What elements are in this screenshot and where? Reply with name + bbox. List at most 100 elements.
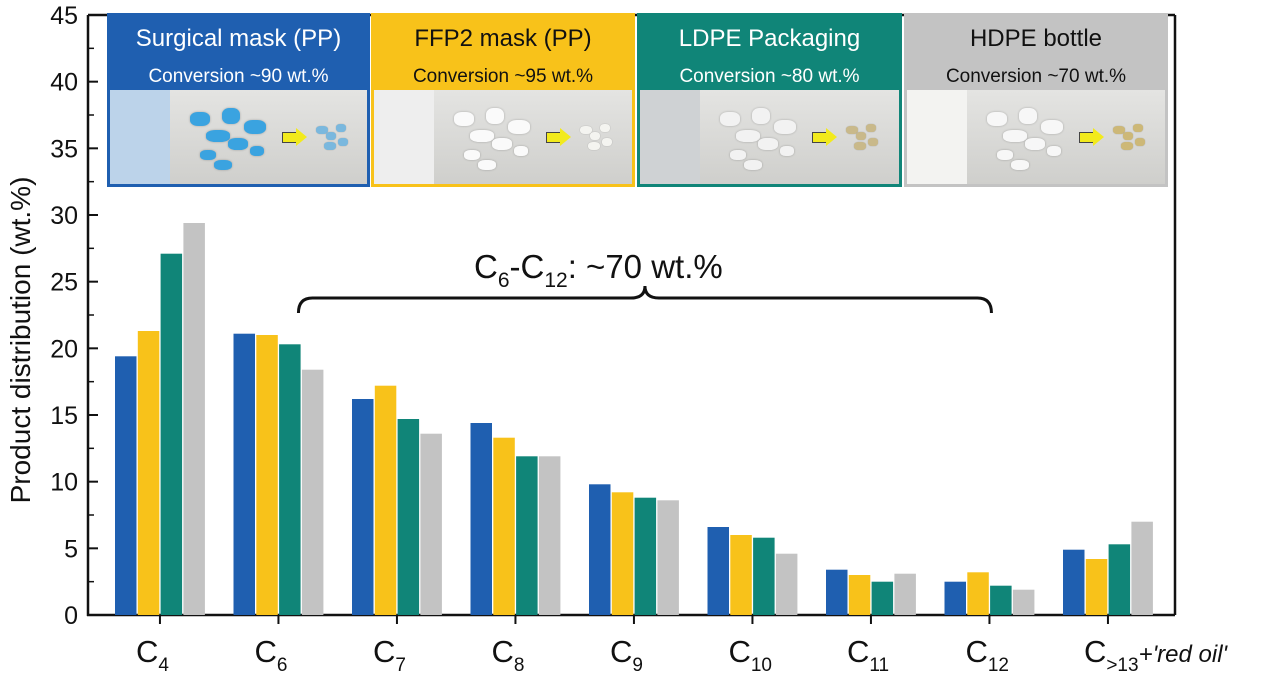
bar (352, 399, 374, 615)
legend-conversion: Conversion ~80 wt.% (679, 66, 860, 87)
legend-title: HDPE bottle (969, 25, 1103, 52)
x-tick-label: C>13+'red oil' (1084, 634, 1229, 676)
x-tick-label: C4 (136, 634, 169, 676)
raw-sample-image (110, 90, 170, 184)
brace (296, 285, 993, 314)
raw-sample-image (374, 90, 434, 184)
shredded-flake (470, 130, 494, 142)
shredded-flake (214, 160, 232, 170)
y-tick-label: 25 (50, 269, 78, 297)
shredded-flake (1011, 160, 1029, 170)
bar (826, 569, 848, 615)
legend-panel: Surgical mask (PP) Conversion ~90 wt.% (107, 13, 370, 187)
bar (707, 527, 729, 615)
y-axis-label: Product distribution (wt.%) (5, 177, 36, 504)
sample-photo (640, 90, 899, 184)
legend-conversion: Conversion ~70 wt.% (945, 66, 1127, 87)
product-particle (590, 132, 600, 140)
bar (730, 535, 752, 615)
shredded-flake (486, 108, 504, 124)
bar (470, 423, 492, 615)
y-tick-label: 15 (50, 402, 78, 430)
product-particle (856, 132, 866, 140)
legend-panel: LDPE Packaging Conversion ~80 wt.% (637, 13, 902, 187)
bar (848, 575, 871, 615)
y-tick-label: 10 (50, 469, 78, 497)
bar (657, 500, 679, 615)
legend-title: LDPE Packaging (678, 25, 861, 52)
y-tick-label: 40 (50, 69, 78, 97)
shredded-flake (744, 160, 762, 170)
shredded-flake (997, 150, 1013, 160)
shredded-flake (222, 108, 240, 124)
product-particle (1123, 132, 1133, 140)
shredded-flake (250, 146, 264, 156)
bar (1012, 589, 1035, 615)
shredded-flake (464, 150, 480, 160)
bar (611, 492, 634, 615)
product-particle (1113, 126, 1125, 134)
product-particle (326, 132, 336, 140)
range-annotation: C6-C12: ~70 wt.% (296, 248, 993, 314)
product-particle (338, 138, 348, 146)
shredded-flake (720, 112, 740, 126)
shredded-flake (228, 138, 248, 150)
sample-photo (907, 90, 1165, 184)
bar (420, 433, 442, 615)
y-tick-label: 20 (50, 335, 78, 363)
shredded-flake (200, 150, 216, 160)
product-particle (1133, 124, 1143, 132)
raw-sample-image (640, 90, 700, 184)
product-particle (854, 142, 866, 150)
x-tick-label: C11 (847, 634, 889, 676)
shredded-flake (514, 146, 528, 156)
shredded-flake (730, 150, 746, 160)
shredded-flake (774, 120, 796, 134)
shredded-flake (736, 130, 760, 142)
shredded-flake (244, 120, 266, 134)
labels: Product distribution (wt.%) (5, 177, 36, 504)
bar (1085, 559, 1108, 615)
bar (538, 456, 561, 615)
x-tick-label: C12 (965, 634, 1009, 676)
bar (589, 484, 611, 615)
shredded-flake (1047, 146, 1061, 156)
product-particle (580, 126, 592, 134)
x-tick-label: C7 (373, 634, 406, 676)
y-tick-label: 0 (64, 602, 78, 630)
x-tick-label: C8 (491, 634, 524, 676)
x-tick-label: C10 (728, 634, 772, 676)
product-particle (602, 138, 612, 146)
shredded-flake (190, 112, 210, 126)
y-tick-label: 5 (64, 535, 78, 563)
bar (871, 581, 894, 615)
shredded-flake (1041, 120, 1063, 134)
shredded-flake (478, 160, 496, 170)
shredded-flake (454, 112, 474, 126)
product-particle (324, 142, 336, 150)
product-particle (588, 142, 600, 150)
shredded-flake (758, 138, 778, 150)
bar (233, 333, 255, 615)
bar (397, 419, 420, 615)
bar (1063, 549, 1085, 615)
bar (944, 581, 966, 615)
product-particle (1135, 138, 1145, 146)
shredded-flake (1025, 138, 1045, 150)
bar (753, 537, 775, 615)
bars (115, 223, 1153, 615)
shredded-flake (492, 138, 512, 150)
bar (894, 573, 916, 615)
x-tick-label: C9 (610, 634, 643, 676)
shredded-flake (206, 130, 230, 142)
shredded-flake (508, 120, 530, 134)
sample-photo (374, 90, 632, 184)
legend-title: FFP2 mask (PP) (414, 25, 592, 52)
product-particle (600, 124, 610, 132)
legend-panel: HDPE bottle Conversion ~70 wt.% (904, 13, 1168, 187)
bar (516, 456, 538, 615)
shredded-flake (1019, 108, 1037, 124)
bar (990, 585, 1012, 615)
bar (775, 553, 798, 615)
